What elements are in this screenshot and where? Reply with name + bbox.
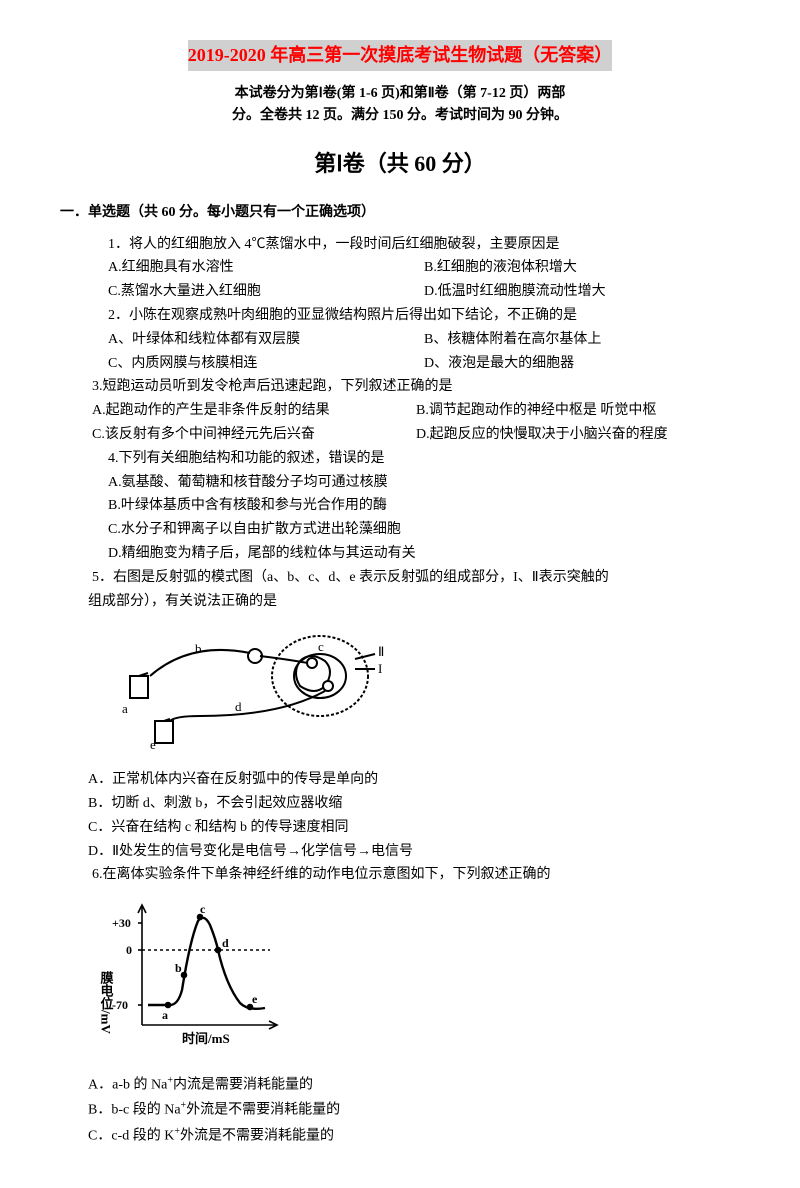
svg-text:c: c <box>200 902 206 916</box>
exam-description: 本试卷分为第Ⅰ卷(第 1-6 页)和第Ⅱ卷（第 7-12 页）两部 分。全卷共 … <box>140 83 660 128</box>
svg-text:b: b <box>175 961 182 975</box>
q6-opt-c: C．c-d 段的 K+外流是不需要消耗能量的 <box>88 1123 740 1148</box>
ytick-0: 0 <box>126 943 132 957</box>
x-axis-label: 时间/mS <box>182 1031 230 1046</box>
q6-stem: 6.在离体实验条件下单条神经纤维的动作电位示意图如下，下列叙述正确的 <box>92 863 740 887</box>
q4-opt-a: A.氨基酸、葡萄糖和核苷酸分子均可通过核膜 <box>108 471 740 495</box>
svg-text:d: d <box>222 936 229 950</box>
q2-opts-row2: C、内质网膜与核膜相连 D、液泡是最大的细胞器 <box>108 352 740 376</box>
page-title-wrap: 2019-2020 年高三第一次摸底考试生物试题（无答案） <box>60 40 740 71</box>
q3-opt-b: B.调节起跑动作的神经中枢是 听觉中枢 <box>416 399 740 423</box>
q1-opts-row2: C.蒸馏水大量进入红细胞 D.低温时红细胞膜流动性增大 <box>108 280 740 304</box>
q5-stem2-wrap: 组成部分），有关说法正确的是 <box>88 590 740 614</box>
question-3: 3.短跑运动员听到发令枪声后迅速起跑，下列叙述正确的是 A.起跑动作的产生是非条… <box>92 375 740 446</box>
svg-text:b: b <box>195 641 202 656</box>
q1-stem: 1．将人的红细胞放入 4℃蒸馏水中，一段时间后红细胞破裂，主要原因是 <box>108 233 740 257</box>
reflex-arc-svg: a b c d e Ⅱ I <box>100 621 390 751</box>
q1-opt-a: A.红细胞具有水溶性 <box>108 256 424 280</box>
q3-opt-d: D.起跑反应的快慢取决于小脑兴奋的程度 <box>416 423 740 447</box>
q5-opt-b: B．切断 d、刺激 b，不会引起效应器收缩 <box>88 792 740 816</box>
q5-opt-c: C．兴奋在结构 c 和结构 b 的传导速度相同 <box>88 816 740 840</box>
q1-opt-c: C.蒸馏水大量进入红细胞 <box>108 280 424 304</box>
q1-opt-d: D.低温时红细胞膜流动性增大 <box>424 280 740 304</box>
q4-opt-c: C.水分子和钾离子以自由扩散方式进出轮藻细胞 <box>108 518 740 542</box>
q3-opts-row2: C.该反射有多个中间神经元先后兴奋 D.起跑反应的快慢取决于小脑兴奋的程度 <box>92 423 740 447</box>
q3-opts-row1: A.起跑动作的产生是非条件反射的结果 B.调节起跑动作的神经中枢是 听觉中枢 <box>92 399 740 423</box>
svg-text:I: I <box>378 661 382 676</box>
q4-stem: 4.下列有关细胞结构和功能的叙述，错误的是 <box>108 447 740 471</box>
desc-line1: 本试卷分为第Ⅰ卷(第 1-6 页)和第Ⅱ卷（第 7-12 页）两部 <box>140 83 660 105</box>
desc-line2: 分。全卷共 12 页。满分 150 分。考试时间为 90 分钟。 <box>140 105 660 127</box>
q6-opt-b: B．b-c 段的 Na+外流是不需要消耗能量的 <box>88 1097 740 1122</box>
q5-opt-d: D．Ⅱ处发生的信号变化是电信号→化学信号→电信号 <box>88 840 740 864</box>
q2-opt-c: C、内质网膜与核膜相连 <box>108 352 424 376</box>
svg-text:a: a <box>122 701 128 716</box>
q2-opt-b: B、核糖体附着在高尔基体上 <box>424 328 740 352</box>
q3-opt-c: C.该反射有多个中间神经元先后兴奋 <box>92 423 416 447</box>
q2-opts-row1: A、叶绿体和线粒体都有双层膜 B、核糖体附着在高尔基体上 <box>108 328 740 352</box>
q5-opt-a: A．正常机体内兴奋在反射弧中的传导是单向的 <box>88 768 740 792</box>
q2-opt-a: A、叶绿体和线粒体都有双层膜 <box>108 328 424 352</box>
q5-figure-reflex-arc: a b c d e Ⅱ I <box>100 621 740 760</box>
q3-opt-a: A.起跑动作的产生是非条件反射的结果 <box>92 399 416 423</box>
action-potential-svg: +30 0 -70 a b c d e 膜电位/mV 时间/mS <box>100 895 290 1055</box>
question-5: 5．右图是反射弧的模式图（a、b、c、d、e 表示反射弧的组成部分，I、Ⅱ表示突… <box>92 566 740 590</box>
ytick-n70: -70 <box>112 998 128 1012</box>
q5-stem2: 组成部分），有关说法正确的是 <box>88 594 277 609</box>
question-1: 1．将人的红细胞放入 4℃蒸馏水中，一段时间后红细胞破裂，主要原因是 A.红细胞… <box>108 233 740 304</box>
svg-text:Ⅱ: Ⅱ <box>378 644 384 659</box>
q1-opts-row1: A.红细胞具有水溶性 B.红细胞的液泡体积增大 <box>108 256 740 280</box>
svg-text:e: e <box>150 737 156 751</box>
q6-figure-action-potential: +30 0 -70 a b c d e 膜电位/mV 时间/mS <box>100 895 740 1064</box>
q4-opt-b: B.叶绿体基质中含有核酸和参与光合作用的酶 <box>108 494 740 518</box>
svg-text:e: e <box>252 992 258 1006</box>
section-1-heading: 一．单选题（共 60 分。每小题只有一个正确选项） <box>60 201 740 225</box>
question-2: 2．小陈在观察成熟叶肉细胞的亚显微结构照片后得出如下结论，不正确的是 A、叶绿体… <box>108 304 740 375</box>
ytick-30: +30 <box>112 916 131 930</box>
question-6: 6.在离体实验条件下单条神经纤维的动作电位示意图如下，下列叙述正确的 <box>92 863 740 887</box>
y-axis-label: 膜电位/mV <box>100 971 114 1035</box>
q5-stem1: 5．右图是反射弧的模式图（a、b、c、d、e 表示反射弧的组成部分，I、Ⅱ表示突… <box>92 566 740 590</box>
q2-opt-d: D、液泡是最大的细胞器 <box>424 352 740 376</box>
q6-opt-a: A．a-b 的 Na+内流是需要消耗能量的 <box>88 1072 740 1097</box>
q2-stem: 2．小陈在观察成熟叶肉细胞的亚显微结构照片后得出如下结论，不正确的是 <box>108 304 740 328</box>
q3-stem: 3.短跑运动员听到发令枪声后迅速起跑，下列叙述正确的是 <box>92 375 740 399</box>
svg-text:d: d <box>235 699 242 714</box>
q1-opt-b: B.红细胞的液泡体积增大 <box>424 256 740 280</box>
svg-text:c: c <box>318 639 324 654</box>
q4-opt-d: D.精细胞变为精子后，尾部的线粒体与其运动有关 <box>108 542 740 566</box>
section-1-title: 第Ⅰ卷（共 60 分） <box>60 145 740 182</box>
exam-title: 2019-2020 年高三第一次摸底考试生物试题（无答案） <box>188 40 613 71</box>
question-4: 4.下列有关细胞结构和功能的叙述，错误的是 A.氨基酸、葡萄糖和核苷酸分子均可通… <box>108 447 740 566</box>
svg-text:a: a <box>162 1008 168 1022</box>
